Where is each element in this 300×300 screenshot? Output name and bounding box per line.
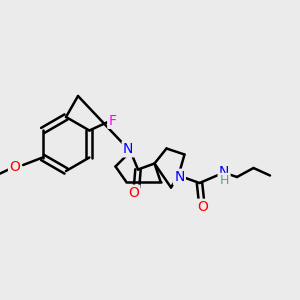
Text: N: N xyxy=(123,142,133,156)
Text: O: O xyxy=(9,160,20,174)
Text: O: O xyxy=(128,186,139,200)
Text: N: N xyxy=(219,166,229,179)
Text: O: O xyxy=(198,200,208,214)
Text: H: H xyxy=(219,174,229,187)
Text: N: N xyxy=(174,170,184,184)
Text: F: F xyxy=(109,114,116,128)
